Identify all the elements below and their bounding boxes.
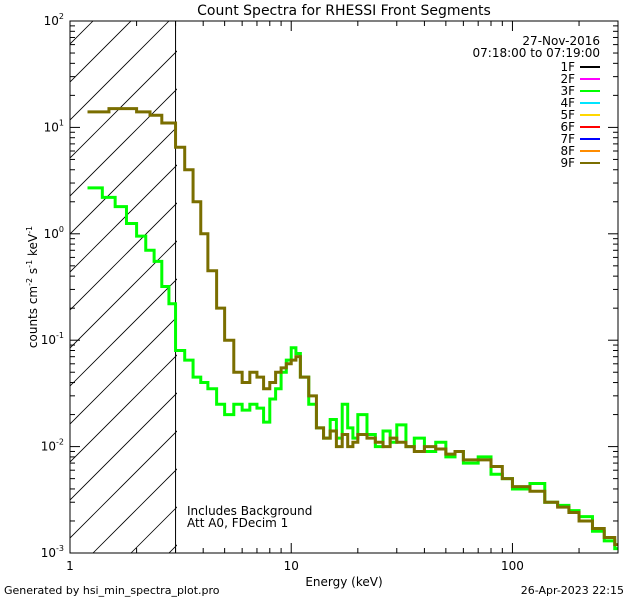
y-tick-label: 10-1 (41, 331, 64, 347)
series-3F-line (87, 186, 618, 551)
hatch-line (70, 430, 177, 539)
y-tick-label: 10-3 (41, 544, 64, 560)
y-tick-label: 102 (44, 12, 64, 28)
hatch-line (70, 126, 177, 235)
y-axis-label: counts cm-2 s-1 keV-1 (25, 226, 40, 348)
legend-label-5F: 5F (560, 108, 575, 122)
x-tick-labels: 1 10 100 (66, 559, 524, 573)
hatch-line (92, 468, 177, 553)
x-tick-label: 1 (66, 559, 74, 573)
legend-label-3F: 3F (560, 84, 575, 98)
hatch-line (283, 21, 640, 553)
hatch-line (70, 88, 177, 197)
hatch-line (511, 21, 640, 553)
hatch-line (207, 21, 640, 553)
hatch-line (435, 21, 640, 553)
series-layer (87, 107, 618, 551)
chart-title: Count Spectra for RHESSI Front Segments (197, 3, 491, 19)
series-9F-line (87, 107, 618, 547)
hatch-line (70, 354, 177, 463)
hatch-line (70, 21, 132, 83)
legend-label-6F: 6F (560, 120, 575, 134)
hatch-line (70, 240, 177, 349)
y-tick-label: 101 (44, 118, 64, 134)
x-axis-label: Energy (keV) (305, 575, 382, 589)
legend-label-9F: 9F (560, 156, 575, 170)
hatch-line (70, 316, 177, 425)
hatch-line (321, 21, 640, 553)
y-tick-labels: 10-3 10-2 10-1 100 101 102 (41, 12, 64, 560)
y-tick-label: 10-2 (41, 438, 64, 454)
annotation-background: Includes Background (187, 504, 312, 518)
hatch-line (70, 21, 94, 45)
x-tick-label: 10 (284, 559, 299, 573)
footer-timestamp: 26-Apr-2023 22:15 (521, 584, 624, 597)
annotation-attenuator: Att A0, FDecim 1 (187, 516, 288, 530)
legend-label-7F: 7F (560, 132, 575, 146)
legend-date: 27-Nov-2016 (522, 34, 600, 48)
plot-frame (69, 20, 619, 554)
footer-generated-by: Generated by hsi_min_spectra_plot.pro (4, 584, 220, 597)
hatch-line (245, 21, 640, 553)
hatch-line (397, 21, 640, 553)
legend-label-2F: 2F (560, 72, 575, 86)
hatch-line (70, 21, 170, 121)
legend-label-4F: 4F (560, 96, 575, 110)
x-tick-label: 100 (501, 559, 524, 573)
hatch-line (0, 21, 17, 553)
excluded-region-hatch (0, 21, 640, 553)
legend-label-1F: 1F (560, 60, 575, 74)
y-tick-label: 100 (44, 225, 64, 241)
legend-time-range: 07:18:00 to 07:19:00 (473, 46, 600, 60)
legend-label-8F: 8F (560, 144, 575, 158)
legend: 27-Nov-2016 07:18:00 to 07:19:00 1F2F3F4… (473, 34, 600, 170)
hatch-line (70, 392, 177, 501)
hatch-line (625, 21, 640, 553)
axis-ticks (69, 20, 619, 554)
hatch-line (70, 202, 177, 311)
hatch-line (587, 21, 640, 553)
